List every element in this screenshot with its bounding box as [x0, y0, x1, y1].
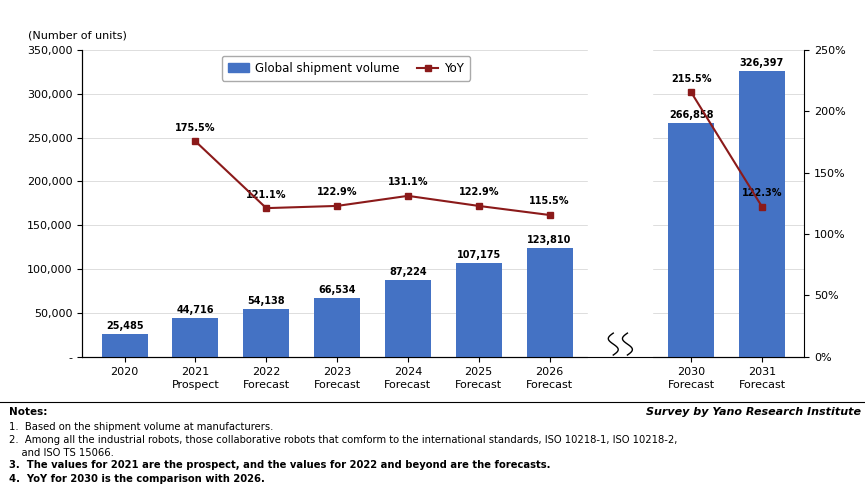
Text: 122.3%: 122.3% [741, 188, 782, 198]
Text: 54,138: 54,138 [247, 296, 285, 306]
Text: 131.1%: 131.1% [388, 177, 428, 187]
Bar [527, 248, 573, 357]
Text: 2.  Among all the industrial robots, those collaborative robots that comform to : 2. Among all the industrial robots, thos… [9, 435, 677, 445]
Text: 25,485: 25,485 [106, 321, 144, 331]
Text: 3.  The values for 2021 are the prospect, and the values for 2022 and beyond are: 3. The values for 2021 are the prospect,… [9, 460, 550, 470]
Text: Prospect: Prospect [171, 380, 220, 390]
Text: and ISO TS 15066.: and ISO TS 15066. [9, 448, 113, 458]
Text: Forecast: Forecast [455, 380, 503, 390]
Text: 1.  Based on the shipment volume at manufacturers.: 1. Based on the shipment volume at manuf… [9, 422, 273, 432]
Bar [385, 280, 431, 357]
Bar [739, 70, 785, 357]
Text: 115.5%: 115.5% [529, 197, 570, 207]
Text: Forecast: Forecast [313, 380, 361, 390]
Bar [668, 123, 714, 357]
Text: Forecast: Forecast [739, 380, 785, 390]
Legend: Global shipment volume, YoY: Global shipment volume, YoY [221, 56, 470, 81]
Bar [243, 309, 289, 357]
Text: Notes:: Notes: [9, 407, 47, 417]
Text: 123,810: 123,810 [528, 235, 572, 245]
Text: Forecast: Forecast [526, 380, 573, 390]
Text: Forecast: Forecast [243, 380, 290, 390]
Text: (Number of units): (Number of units) [28, 31, 127, 41]
Bar [172, 317, 219, 357]
Text: 66,534: 66,534 [318, 285, 356, 295]
Text: 215.5%: 215.5% [671, 74, 711, 84]
Text: Forecast: Forecast [668, 380, 714, 390]
Text: 107,175: 107,175 [457, 250, 501, 260]
Text: 44,716: 44,716 [176, 304, 215, 314]
Bar [588, 41, 652, 366]
Text: 266,858: 266,858 [669, 110, 714, 120]
Text: 122.9%: 122.9% [317, 187, 357, 197]
Text: Survey by Yano Research Institute: Survey by Yano Research Institute [645, 407, 861, 417]
Text: 121.1%: 121.1% [246, 190, 286, 200]
Text: 326,397: 326,397 [740, 57, 784, 67]
Bar [102, 334, 148, 357]
Text: 4.  YoY for 2030 is the comparison with 2026.: 4. YoY for 2030 is the comparison with 2… [9, 474, 265, 484]
Bar [456, 263, 502, 357]
Text: 87,224: 87,224 [389, 267, 426, 277]
Text: Forecast: Forecast [384, 380, 432, 390]
Text: 122.9%: 122.9% [458, 187, 499, 197]
Text: 175.5%: 175.5% [176, 123, 215, 133]
Bar [314, 298, 360, 357]
